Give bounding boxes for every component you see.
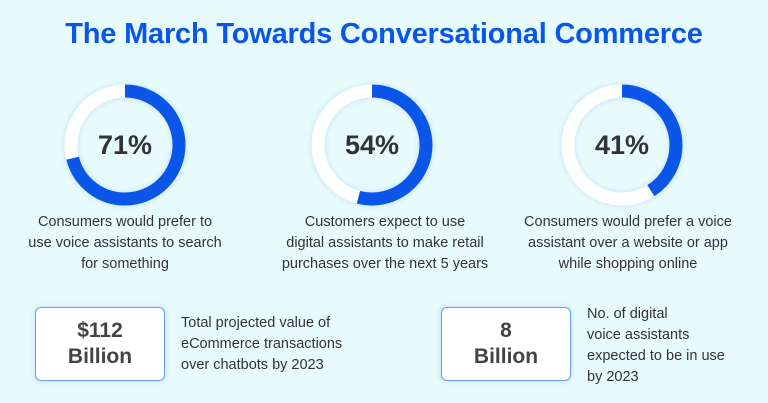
caption-line: while shopping online	[558, 256, 698, 272]
donut-fill	[64, 84, 186, 206]
fact-description-1: Total projected value of eCommerce trans…	[181, 313, 342, 376]
caption-line: assistant over a website or app	[528, 235, 728, 251]
description-line: by 2023	[587, 369, 639, 385]
fact-unit: Billion	[67, 345, 133, 368]
donut-chart-2: 54%	[307, 80, 437, 210]
caption-line: Consumers would prefer a voice	[524, 214, 732, 230]
donut-fill	[561, 84, 683, 206]
description-line: voice assistants	[587, 327, 690, 343]
page-title: The March Towards Conversational Commerc…	[65, 18, 703, 50]
fact-value: 8	[500, 319, 512, 342]
fact-box-1: $112 Billion	[35, 307, 165, 381]
caption-line: Customers expect to use	[304, 214, 466, 230]
fact-box-2: 8 Billion	[441, 307, 571, 381]
donut-chart-1: 71%	[60, 80, 190, 210]
percent-value: 54%	[344, 129, 400, 160]
caption-line: use voice assistants to search	[28, 235, 222, 251]
caption-line: Consumers would prefer to	[37, 214, 213, 230]
donut-fill	[311, 84, 433, 206]
percent-value: 41%	[594, 129, 650, 160]
description-line: Total projected value of	[181, 315, 331, 331]
caption-line: digital assistants to make retail	[286, 235, 484, 251]
fact-unit: Billion	[473, 345, 539, 368]
caption-line: purchases over the next 5 years	[281, 256, 489, 272]
fact-value: $112	[77, 319, 123, 342]
caption-line: for something	[81, 256, 169, 272]
stat-caption-3: Consumers would prefer a voice assistant…	[513, 212, 743, 275]
description-line: expected to be in use	[587, 348, 725, 364]
stat-caption-1: Consumers would prefer to use voice assi…	[10, 212, 240, 275]
fact-description-2: No. of digital voice assistants expected…	[587, 304, 725, 388]
stat-caption-2: Customers expect to use digital assistan…	[270, 212, 500, 275]
description-line: No. of digital	[587, 306, 668, 322]
description-line: eCommerce transactions	[181, 336, 343, 352]
percent-value: 71%	[97, 129, 153, 160]
description-line: over chatbots by 2023	[181, 357, 324, 373]
donut-chart-3: 41%	[557, 80, 687, 210]
